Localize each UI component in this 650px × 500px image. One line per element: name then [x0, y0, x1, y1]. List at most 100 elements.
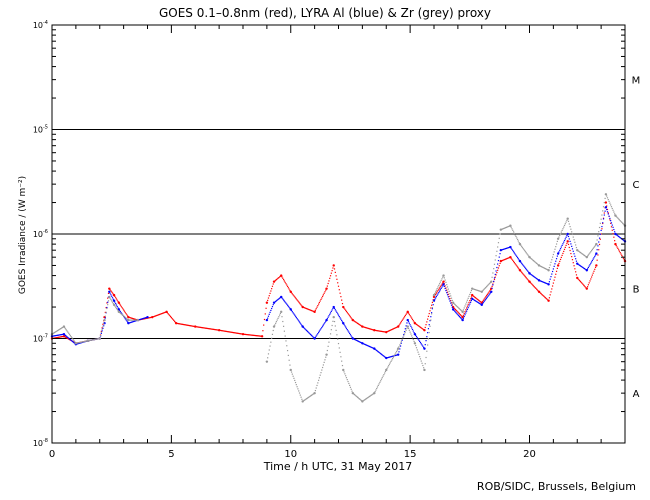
data-sample [271, 285, 274, 287]
data-sample [511, 248, 513, 251]
data-sample [527, 254, 529, 256]
data-sample [117, 300, 119, 303]
data-sample [330, 310, 332, 312]
data-sample [618, 219, 621, 221]
data-sample [448, 290, 450, 293]
data-sample [473, 299, 475, 301]
data-sample [438, 291, 440, 294]
data-sample [353, 338, 356, 340]
data-sample [110, 294, 112, 296]
data-sample [316, 306, 318, 308]
data-point [406, 310, 409, 314]
data-sample [79, 342, 81, 344]
data-sample [306, 398, 308, 400]
data-sample [180, 323, 182, 325]
data-sample [200, 326, 202, 329]
data-sample [348, 382, 350, 385]
data-sample [564, 238, 566, 240]
data-sample [282, 320, 284, 323]
data-sample [364, 326, 366, 328]
data-sample [78, 342, 80, 344]
data-sample [349, 315, 351, 317]
data-sample [126, 320, 128, 322]
data-sample [99, 334, 102, 337]
data-sample [532, 285, 535, 287]
data-sample [615, 234, 617, 236]
data-sample [60, 336, 62, 338]
data-sample [296, 299, 298, 301]
data-sample [440, 284, 442, 287]
data-sample [535, 262, 537, 264]
data-sample [130, 321, 133, 323]
data-sample [391, 355, 393, 358]
data-sample [458, 307, 460, 309]
data-sample [201, 326, 203, 329]
data-sample [310, 309, 313, 312]
data-sample [450, 302, 453, 304]
data-sample [383, 355, 385, 357]
data-sample [482, 289, 484, 291]
data-sample [598, 243, 601, 246]
data-sample [419, 326, 422, 328]
data-sample [520, 245, 523, 247]
data-sample [66, 336, 68, 338]
data-sample [464, 314, 466, 316]
data-point [595, 252, 598, 255]
data-sample [318, 379, 320, 381]
data-sample [299, 303, 301, 305]
data-sample [567, 243, 570, 246]
data-sample [613, 228, 615, 231]
data-sample [257, 335, 259, 337]
data-sample [302, 306, 305, 308]
data-sample [591, 259, 593, 262]
data-sample [409, 331, 411, 333]
data-sample [393, 355, 395, 357]
data-sample [583, 285, 586, 287]
data-sample [620, 220, 622, 223]
data-sample [614, 240, 616, 242]
data-sample [195, 326, 197, 328]
data-sample [149, 317, 151, 319]
data-sample [612, 226, 614, 228]
data-sample [560, 246, 562, 248]
data-sample [105, 307, 107, 309]
data-sample [400, 321, 402, 323]
data-sample [307, 331, 309, 333]
data-sample [458, 313, 461, 315]
data-sample [494, 259, 496, 261]
data-sample [139, 318, 141, 320]
data-sample [457, 311, 459, 313]
data-sample [440, 287, 442, 290]
data-sample [329, 277, 331, 279]
data-point [332, 264, 335, 267]
data-sample [470, 289, 473, 292]
data-sample [381, 354, 383, 356]
data-sample [103, 325, 105, 327]
data-sample [310, 334, 313, 336]
data-sample [412, 338, 414, 341]
data-sample [465, 309, 467, 311]
data-sample [616, 234, 618, 236]
data-sample [327, 316, 329, 318]
data-sample [565, 236, 567, 238]
data-sample [193, 325, 195, 327]
data-sample [594, 254, 597, 256]
data-sample [402, 337, 404, 339]
data-sample [271, 333, 274, 335]
data-sample [357, 340, 359, 342]
data-sample [614, 231, 616, 233]
data-sample [584, 286, 586, 288]
data-sample [541, 281, 543, 283]
data-sample [579, 280, 582, 283]
data-sample [388, 356, 390, 358]
data-sample [345, 377, 348, 379]
data-sample [395, 354, 398, 356]
data-sample [340, 356, 342, 358]
data-sample [622, 223, 625, 225]
data-sample [556, 267, 558, 269]
data-sample [477, 289, 479, 292]
data-sample [413, 340, 415, 343]
data-sample [91, 339, 94, 341]
data-sample [326, 318, 328, 320]
data-sample [362, 343, 364, 345]
